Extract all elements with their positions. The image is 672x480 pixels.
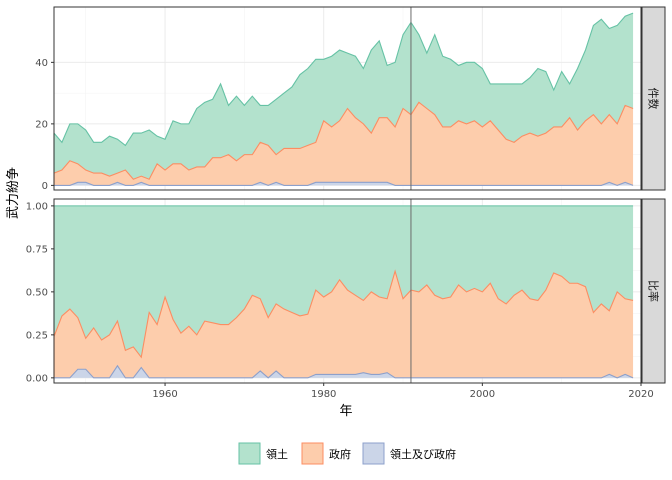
facet-strip-label: 比率 [647,280,661,302]
x-axis-title: 年 [339,404,352,419]
chart-panels: 0 20 40 件数 0.00 0.25 0.50 0.75 1.00 比率 [26,6,666,384]
y-tick-label: 40 [35,58,48,69]
legend-label: 領土及び政府 [390,447,456,461]
y-tick-label: 20 [35,119,48,130]
x-tick-label: 2000 [470,389,495,400]
x-tick-label: 1980 [311,389,336,400]
area-government [54,102,634,186]
legend-item-territory: 領土 [238,442,288,465]
facet-strip-label: 件数 [647,88,660,110]
panel-border [53,198,642,384]
y-tick-label: 0.75 [26,244,48,255]
area-territory [54,205,634,358]
y-tick-label: 0.25 [26,330,48,341]
panel-count: 0 20 40 件数 [35,6,666,192]
legend-key [362,442,385,465]
x-tick-label: 1960 [152,389,177,400]
legend: 領土 政府 領土及び政府 [238,442,456,465]
legend-label: 領土 [266,447,288,461]
series-line-government [53,101,634,180]
series-line-government [53,269,634,359]
facet-strip [641,6,666,191]
x-axis: 1960 1980 2000 2020 [152,383,654,400]
y-tick-label: 0 [42,181,48,192]
panel-border [53,6,642,191]
series-line-both [54,364,634,379]
legend-key [238,442,261,465]
facet-strip [641,198,666,384]
area-territory [54,13,634,180]
y-tick-label: 0.00 [26,373,48,384]
series-line-both [54,181,634,186]
x-tick-label: 2020 [628,389,653,400]
area-both [54,365,634,378]
area-government [54,271,634,378]
y-tick-label: 0.50 [26,287,48,298]
y-tick-label: 1.00 [26,201,48,212]
area-both [54,182,634,186]
legend-item-government: 政府 [301,442,351,465]
legend-label: 政府 [329,447,351,461]
panel-ratio: 0.00 0.25 0.50 0.75 1.00 比率 [26,198,666,384]
y-axis-title: 武力紛争 [6,167,21,219]
legend-item-both: 領土及び政府 [362,442,456,465]
series-line-territory [53,12,634,147]
legend-key [301,442,324,465]
